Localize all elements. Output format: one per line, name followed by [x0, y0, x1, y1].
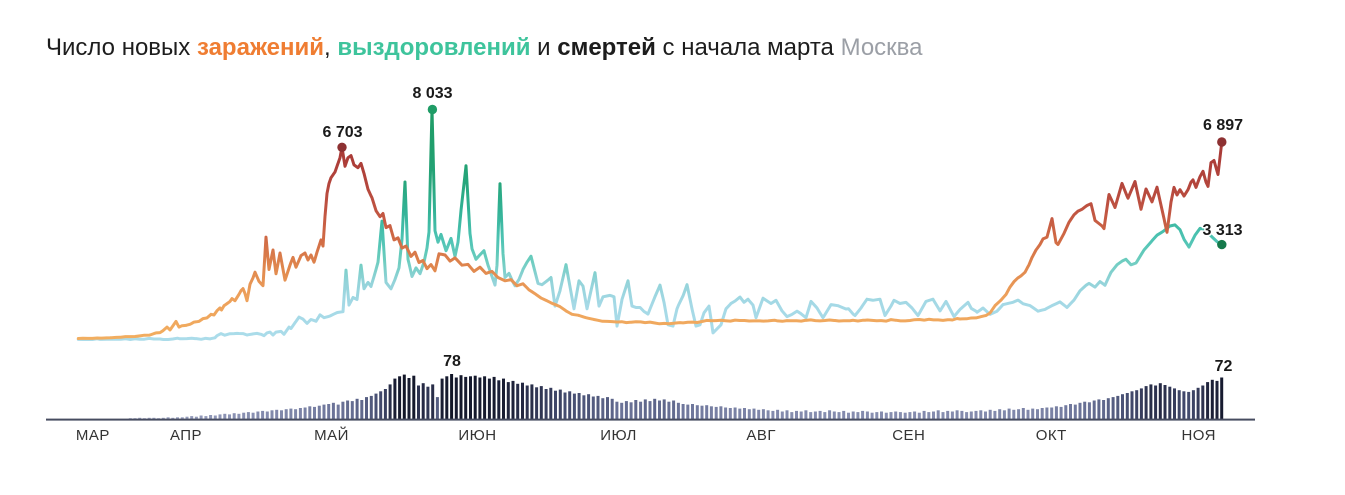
- svg-text:ОКТ: ОКТ: [1036, 427, 1067, 444]
- svg-text:ИЮН: ИЮН: [458, 427, 496, 444]
- svg-text:Число новых заражений, выздоро: Число новых заражений, выздоровлений и с…: [46, 34, 923, 61]
- svg-text:МАР: МАР: [76, 427, 110, 444]
- svg-text:72: 72: [1215, 358, 1233, 375]
- svg-text:МАЙ: МАЙ: [314, 426, 349, 444]
- svg-text:3 313: 3 313: [1202, 222, 1242, 239]
- svg-text:ИЮЛ: ИЮЛ: [600, 427, 637, 444]
- svg-text:НОЯ: НОЯ: [1181, 427, 1216, 444]
- svg-text:6 703: 6 703: [322, 124, 362, 141]
- svg-text:АПР: АПР: [170, 427, 202, 444]
- svg-text:8 033: 8 033: [412, 85, 452, 102]
- svg-text:АВГ: АВГ: [746, 427, 776, 444]
- svg-text:78: 78: [443, 353, 461, 370]
- svg-text:6 897: 6 897: [1203, 117, 1243, 134]
- svg-text:СЕН: СЕН: [892, 427, 925, 444]
